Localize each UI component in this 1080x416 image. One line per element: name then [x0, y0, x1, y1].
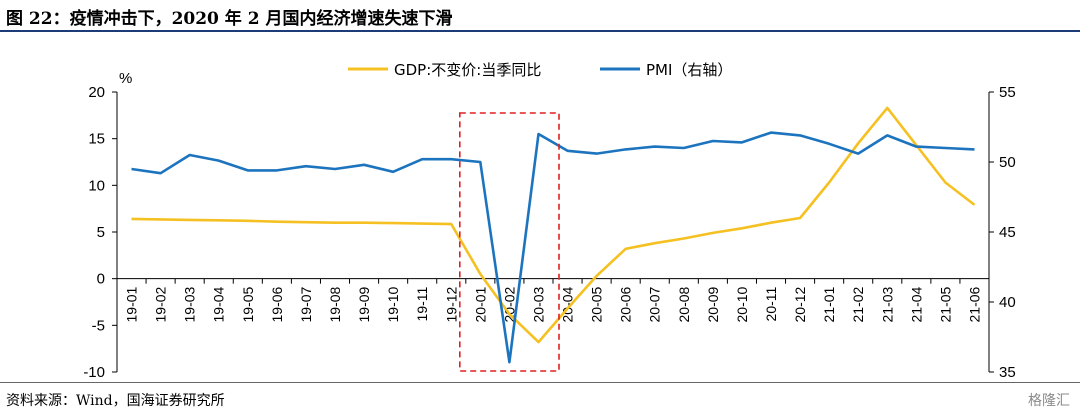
left-axis-tick-label: -5: [92, 317, 105, 334]
x-axis-tick-label: 21-01: [821, 286, 837, 322]
x-axis-tick-label: 19-10: [385, 286, 401, 322]
right-axis-tick-label: 55: [999, 84, 1016, 101]
x-axis-tick-label: 19-08: [327, 286, 343, 322]
x-axis-tick-label: 19-09: [356, 286, 372, 322]
source-note: 资料来源：Wind，国海证券研究所: [6, 393, 225, 409]
right-axis-tick-label: 45: [999, 224, 1016, 241]
x-axis-tick-label: 19-05: [240, 286, 256, 322]
left-axis-tick-label: 15: [88, 131, 105, 148]
x-axis-tick-label: 20-03: [530, 286, 546, 322]
x-axis-tick-label: 20-11: [763, 286, 779, 321]
right-axis-tick-label: 40: [999, 294, 1016, 311]
x-axis-tick-label: 21-03: [879, 286, 895, 322]
left-axis-unit: %: [119, 70, 132, 87]
x-axis-tick-label: 21-02: [850, 286, 866, 322]
legend-label: PMI（右轴）: [646, 61, 732, 79]
x-axis-tick-label: 21-05: [937, 286, 953, 322]
x-axis-tick-label: 20-04: [560, 286, 576, 322]
x-axis-tick-label: 20-10: [734, 286, 750, 322]
left-axis-tick-label: 20: [88, 84, 105, 101]
x-axis-tick-label: 19-11: [414, 286, 430, 321]
series-layer: [131, 106, 976, 364]
footer-rule: [0, 382, 1080, 383]
x-axis-tick-label: 20-07: [647, 286, 663, 322]
title-rule: [0, 30, 1080, 32]
x-axis-tick-label: 20-05: [589, 286, 605, 322]
left-axis-tick-label: 10: [88, 177, 105, 194]
x-axis-tick-label: 19-12: [443, 286, 459, 322]
x-axis-tick-label: 19-04: [211, 286, 227, 322]
highlight-box: [458, 112, 560, 372]
x-axis: 19-01 19-02 19-03 19-04 19-05 19-06 19-07 19-08…: [116, 278, 990, 322]
left-axis-tick-label: 5: [97, 224, 105, 241]
chart-legend: GDP:不变价:当季同比 PMI（右轴）: [348, 61, 732, 79]
series-line: [131, 131, 975, 364]
x-axis-tick-label: 19-07: [298, 286, 314, 322]
x-axis-tick-label: 20-02: [501, 286, 517, 322]
x-axis-tick-label: 20-09: [705, 286, 721, 322]
x-axis-tick-label: 21-06: [966, 286, 982, 322]
figure-title: 图 22：疫情冲击下，2020 年 2 月国内经济增速失速下滑: [6, 9, 453, 29]
watermark: 格隆汇: [1028, 393, 1070, 409]
right-axis: 35 40 45 50 55: [988, 84, 1016, 380]
left-axis-tick-label: -10: [83, 364, 105, 380]
x-axis-tick-label: 19-03: [182, 286, 198, 322]
x-axis-tick-label: 20-06: [618, 286, 634, 322]
x-axis-tick-label: 20-08: [676, 286, 692, 322]
x-axis-tick-label: 19-01: [124, 286, 140, 322]
line-chart: GDP:不变价:当季同比 PMI（右轴） % -10 -5 0 5 10 15 20 35 40…: [83, 61, 1016, 380]
x-axis-tick-label: 21-04: [908, 286, 924, 322]
x-axis-tick-label: 20-01: [472, 286, 488, 322]
right-axis-tick-label: 50: [999, 154, 1016, 171]
legend-label: GDP:不变价:当季同比: [394, 61, 541, 79]
right-axis-tick-label: 35: [999, 364, 1016, 380]
series-line: [131, 106, 976, 344]
x-axis-tick-label: 19-06: [269, 286, 285, 322]
x-axis-tick-label: 19-02: [153, 286, 169, 322]
left-axis-tick-label: 0: [97, 271, 105, 288]
x-axis-tick-label: 20-12: [792, 286, 808, 322]
left-axis: -10 -5 0 5 10 15 20: [83, 84, 118, 380]
